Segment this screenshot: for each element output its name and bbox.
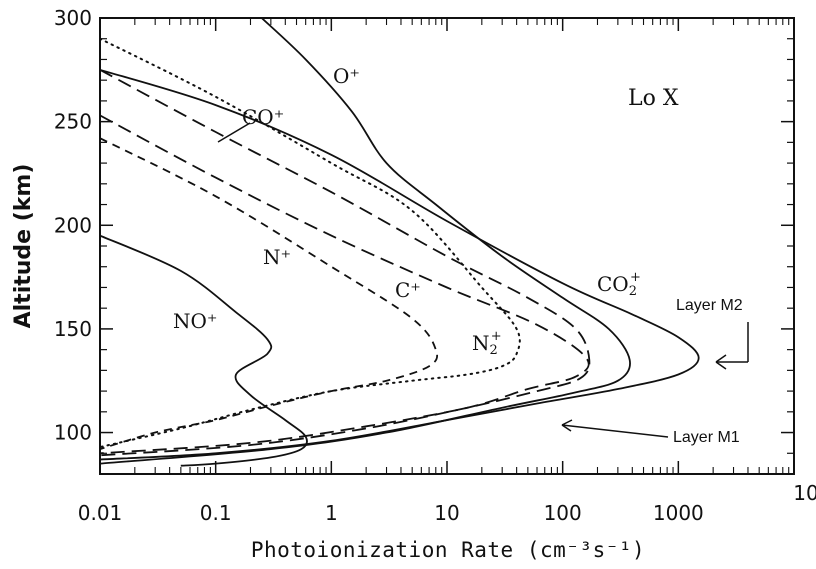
- x-tick-label: 0.01: [78, 501, 123, 525]
- co-leader-line: [217, 122, 251, 143]
- x-axis-title: Photoionization Rate (cm⁻³s⁻¹): [251, 538, 645, 562]
- series-line-co: [100, 69, 591, 457]
- series-line-n: [100, 137, 438, 450]
- ion-label-co: CO⁺: [242, 105, 284, 129]
- x-tick-label: 1: [325, 501, 338, 525]
- panel-label: Lo X: [628, 86, 679, 111]
- ion-label-o: O⁺: [333, 64, 360, 88]
- y-tick-label: 150: [54, 317, 92, 341]
- plot-frame: [99, 17, 795, 475]
- layer-m1-arrow-shaft: [561, 424, 669, 438]
- ion-label-n2: N2+: [472, 329, 502, 358]
- layer-m1-annotation: Layer M1: [561, 419, 740, 446]
- y-tick-label: 100: [54, 421, 92, 445]
- x-tick-label: 1000: [653, 501, 704, 525]
- x-tick-label: 10⁴: [793, 481, 816, 505]
- series-line-n: [100, 37, 521, 449]
- y-tick-label: 200: [54, 213, 92, 237]
- layer-m1-label: Layer M1: [673, 429, 740, 446]
- series-line-co: [100, 68, 700, 461]
- x-tick-label: 0.1: [200, 501, 232, 525]
- series-line-no: [100, 234, 308, 467]
- series-line-c: [100, 114, 590, 455]
- layer-m1-arrowhead: [561, 419, 573, 432]
- y-axis-title: Altitude (km): [11, 164, 36, 329]
- y-tick-label: 300: [54, 6, 92, 30]
- layer-m2-annotation: Layer M2: [676, 297, 749, 370]
- x-tick-label: 10: [434, 501, 459, 525]
- ion-label-co2: CO2+: [597, 270, 641, 299]
- ion-label-n: N⁺: [263, 245, 291, 269]
- ion-labels: O⁺ CO⁺ N⁺ C⁺ NO⁺ N2+ CO2+: [173, 64, 641, 358]
- ion-label-c: C⁺: [395, 278, 421, 302]
- tick-marks: [99, 17, 795, 474]
- tick-labels: 100 150 200 250 300 0.01 0.1 1 10 100 1000 10⁴: [54, 6, 816, 525]
- layer-m2-arrowhead: [715, 354, 727, 370]
- y-tick-label: 250: [54, 110, 92, 134]
- series-line-o: [100, 18, 631, 465]
- x-tick-label: 100: [544, 501, 582, 525]
- series-lines: [100, 18, 700, 467]
- ion-label-no: NO⁺: [173, 309, 217, 333]
- layer-m2-label: Layer M2: [676, 297, 743, 314]
